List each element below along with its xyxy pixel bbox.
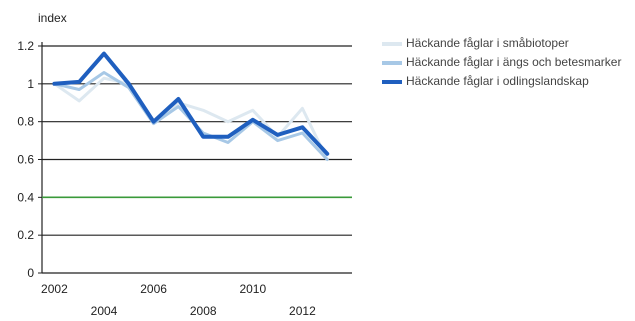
legend-item-2: Häckande fåglar i ängs och betesmarker: [382, 55, 632, 70]
y-tick-label-1: 1: [27, 77, 34, 91]
y-tick-labels: 0 0.2 0.4 0.6 0.8 1 1.2: [17, 39, 34, 280]
legend-item-1: Häckande fåglar i småbiotoper: [382, 36, 632, 51]
x-tick-label-2006: 2006: [140, 282, 167, 296]
legend-swatch-2: [382, 61, 402, 65]
y-tick-label-0.2: 0.2: [17, 228, 34, 242]
y-tick-label-1.2: 1.2: [17, 39, 34, 53]
x-tick-label-2008: 2008: [190, 304, 217, 318]
gridlines: [38, 42, 352, 274]
y-tick-label-0: 0: [27, 266, 34, 280]
x-tick-label-2004: 2004: [91, 304, 118, 318]
legend-label-1: Häckande fåglar i småbiotoper: [406, 36, 569, 50]
legend: Häckande fåglar i småbiotoper Häckande få…: [382, 36, 632, 93]
y-tick-label-0.6: 0.6: [17, 153, 34, 167]
x-tick-label-2010: 2010: [239, 282, 266, 296]
x-tick-labels: 2002 2006 2010 2004 2008 2012: [41, 282, 316, 318]
legend-swatch-1: [382, 42, 402, 46]
x-tick-label-2002: 2002: [41, 282, 68, 296]
legend-item-3: Häckande fåglar i odlingslandskap: [382, 74, 632, 89]
y-tick-label-0.8: 0.8: [17, 115, 34, 129]
legend-label-2: Häckande fåglar i ängs och betesmarker: [406, 55, 622, 69]
series-line-3: [52, 51, 330, 156]
legend-swatch-3: [382, 80, 402, 84]
y-tick-label-0.4: 0.4: [17, 190, 34, 204]
x-tick-label-2012: 2012: [289, 304, 316, 318]
legend-label-3: Häckande fåglar i odlingslandskap: [406, 74, 589, 88]
series-lines: [52, 51, 330, 161]
y-axis-title: index: [38, 11, 67, 25]
